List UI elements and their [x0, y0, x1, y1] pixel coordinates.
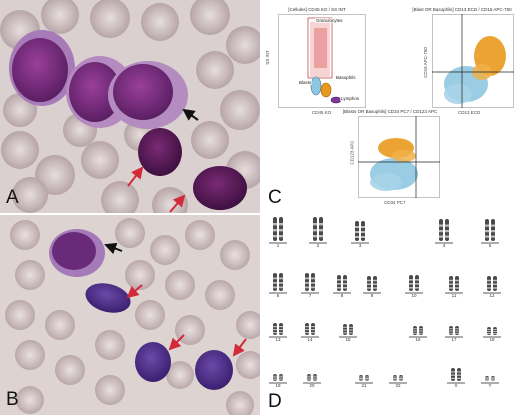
- chrom-label-5: 5: [488, 243, 492, 248]
- chrom-label-14: 14: [307, 337, 313, 342]
- chromosome-pair: [409, 326, 427, 338]
- blast-cells: [9, 30, 188, 129]
- gate-label-granulocytes: Granulocytes: [315, 18, 344, 23]
- plot1-scatter: [278, 14, 366, 108]
- chrom-label-2: 2: [316, 243, 320, 248]
- arrows-b: [104, 242, 247, 357]
- panel-c-flow-cytometry: [Cellules] CD45 KO / SS INT SS INT CD45 …: [262, 0, 520, 213]
- chromosome-pair: [481, 376, 499, 384]
- plot3-blue-cloud: [370, 158, 418, 191]
- chromosome-pair: [269, 323, 287, 338]
- plot1-xlabel: CD45 KO: [312, 110, 332, 115]
- chromosome-pair: [269, 374, 287, 384]
- basophil-cells: [138, 128, 247, 210]
- chromosome-pair: [405, 275, 423, 294]
- smear-image-b: [5, 218, 260, 415]
- chromosome-pair: [447, 368, 465, 384]
- chrom-label-17: 17: [451, 337, 457, 342]
- chrom-label-10: 10: [411, 293, 417, 298]
- chrom-label-x: X: [454, 383, 458, 388]
- chrom-label-3: 3: [358, 243, 362, 248]
- chromosome-pair: [303, 374, 321, 384]
- panel-label-d: D: [268, 391, 282, 412]
- chromosome-pair: [363, 276, 381, 294]
- chrom-label-7: 7: [308, 293, 312, 298]
- plot2-scatter: [432, 14, 514, 108]
- chrom-label-6: 6: [276, 293, 280, 298]
- chromosome-pair: [269, 273, 287, 294]
- plot1-title: [Cellules] CD45 KO / SS INT: [288, 7, 346, 12]
- chrom-label-21: 21: [361, 383, 367, 388]
- smear-image-a: [0, 0, 260, 213]
- gate-label-basophils: Basophils: [335, 75, 357, 80]
- panel-b-blood-smear: B: [0, 215, 260, 415]
- gate-label-lymphos: Lymphos: [340, 96, 361, 101]
- chromosome-pair: [351, 221, 369, 244]
- red-blood-cells-b: [5, 218, 260, 415]
- panel-label-b: B: [6, 389, 19, 410]
- chromosome-pair: [339, 324, 357, 338]
- chrom-label-15: 15: [345, 337, 351, 342]
- chrom-label-18: 18: [489, 337, 495, 342]
- chrom-label-y: Y: [488, 383, 492, 388]
- plot3-xlabel: CD34 PC7: [384, 200, 406, 205]
- plot3-ylabel: CD123 APC: [349, 140, 355, 165]
- chromosome-pair: [445, 276, 463, 294]
- chromosome-pair: [301, 323, 319, 338]
- plot2-title: [Blast OR Basophils] CD13 ECD / CD16 APC…: [412, 7, 512, 12]
- chrom-label-11: 11: [451, 293, 457, 298]
- plot1-basophil-gate: [320, 82, 332, 98]
- plot1-ylabel: SS INT: [264, 50, 270, 65]
- chrom-label-4: 4: [442, 243, 446, 248]
- panel-label-c: C: [268, 187, 282, 208]
- chromosome-pair: [301, 273, 319, 294]
- chromosome-pair: [483, 276, 501, 294]
- plot2-xlabel: CD13 ECD: [458, 110, 481, 115]
- chromosome-pair: [389, 375, 407, 384]
- plot3-orange-cloud: [378, 138, 416, 162]
- chrom-label-20: 20: [309, 383, 315, 388]
- chrom-label-19: 19: [275, 383, 281, 388]
- chrom-label-13: 13: [275, 337, 281, 342]
- chromosome-pair: [481, 219, 499, 244]
- red-blood-cells: [0, 0, 260, 213]
- plot3-title: [Blasts OR Basophils] CD34 PC7 / CD123 A…: [342, 109, 438, 114]
- chromosome-pair: [333, 275, 351, 294]
- chromosome-pair: [309, 217, 327, 244]
- plot2-ylabel: CD16 APC-750: [422, 47, 428, 78]
- chrom-label-1: 1: [276, 243, 280, 248]
- gate-label-blasts: Blasts: [298, 80, 313, 85]
- chromosome-pair: [483, 327, 501, 338]
- cells-b: [49, 229, 233, 390]
- chrom-label-16: 16: [415, 337, 421, 342]
- chrom-label-8: 8: [340, 293, 344, 298]
- chromosome-pair: [445, 326, 463, 338]
- chromosome-pair: [435, 219, 453, 244]
- plot3-scatter: [358, 116, 440, 198]
- chrom-label-9: 9: [370, 293, 374, 298]
- chrom-label-22: 22: [395, 383, 401, 388]
- karyotype-chromosomes: [269, 217, 501, 384]
- panel-label-a: A: [6, 187, 19, 208]
- chromosome-pair: [355, 375, 373, 384]
- arrows: [127, 108, 199, 213]
- chromosome-pair: [269, 217, 287, 244]
- panel-d-karyotype: 1 2 3 4 5 6 7 8 9 10 11 12 13 14 15 16 1…: [262, 215, 520, 415]
- chrom-label-12: 12: [489, 293, 495, 298]
- plot1-granulocyte-cloud: [310, 22, 330, 77]
- plot1-blast-gate: [310, 76, 322, 96]
- panel-a-blood-smear: A: [0, 0, 260, 213]
